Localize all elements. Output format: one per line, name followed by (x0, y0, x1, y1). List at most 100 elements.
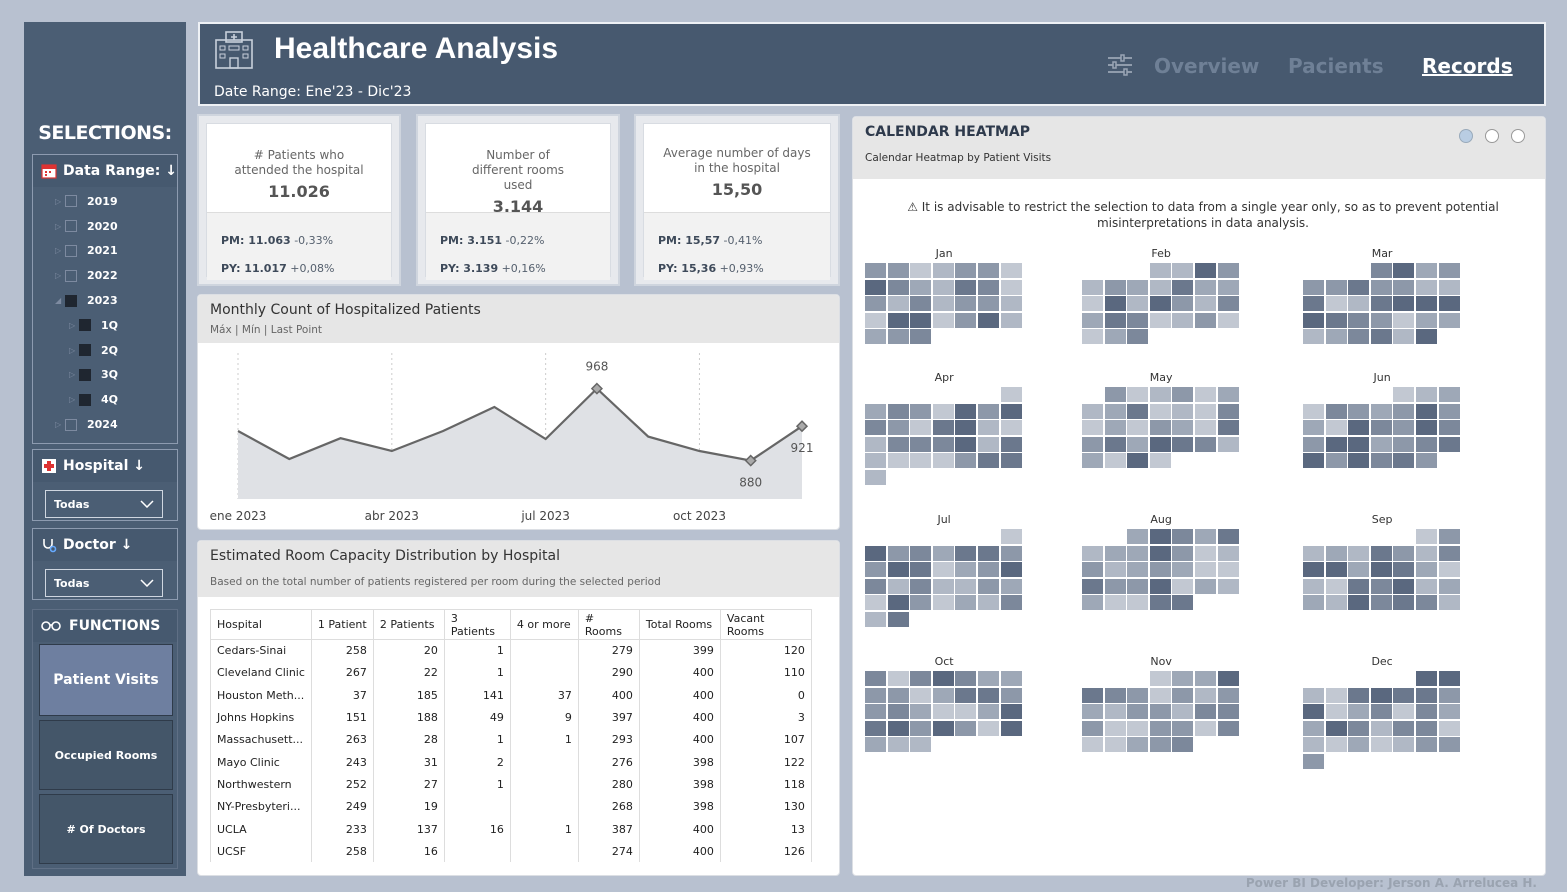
heatmap-day-cell[interactable] (1370, 263, 1392, 279)
heatmap-day-cell[interactable] (865, 562, 887, 578)
heatmap-day-cell[interactable] (978, 562, 1000, 578)
heatmap-day-cell[interactable] (1195, 687, 1217, 703)
heatmap-day-cell[interactable] (1149, 704, 1171, 720)
heatmap-day-cell[interactable] (955, 545, 977, 561)
heatmap-day-cell[interactable] (1438, 704, 1460, 720)
nav-records[interactable]: Records (1422, 54, 1513, 78)
heatmap-day-cell[interactable] (1325, 403, 1347, 419)
heatmap-day-cell[interactable] (1000, 578, 1022, 594)
heatmap-day-cell[interactable] (1416, 595, 1438, 611)
expand-arrow-icon[interactable]: ▷ (69, 395, 76, 405)
heatmap-day-cell[interactable] (955, 595, 977, 611)
heatmap-day-cell[interactable] (1104, 720, 1126, 736)
heatmap-day-cell[interactable] (1000, 387, 1022, 403)
heatmap-day-cell[interactable] (1416, 387, 1438, 403)
heatmap-day-cell[interactable] (1416, 436, 1438, 452)
heatmap-day-cell[interactable] (1303, 436, 1325, 452)
heatmap-day-cell[interactable] (978, 420, 1000, 436)
heatmap-day-cell[interactable] (865, 296, 887, 312)
heatmap-day-cell[interactable] (1104, 296, 1126, 312)
heatmap-day-cell[interactable] (1325, 329, 1347, 345)
heatmap-day-cell[interactable] (932, 595, 954, 611)
heatmap-day-cell[interactable] (1393, 312, 1415, 328)
heatmap-day-cell[interactable] (1438, 595, 1460, 611)
heatmap-day-cell[interactable] (1195, 436, 1217, 452)
heatmap-day-cell[interactable] (910, 296, 932, 312)
heatmap-day-cell[interactable] (1082, 436, 1104, 452)
heatmap-day-cell[interactable] (955, 403, 977, 419)
heatmap-day-cell[interactable] (1303, 453, 1325, 469)
column-header[interactable]: 1 Patient (310, 609, 374, 640)
heatmap-day-cell[interactable] (887, 436, 909, 452)
heatmap-day-cell[interactable] (1082, 737, 1104, 753)
column-header[interactable]: Hospital (210, 609, 312, 640)
heatmap-day-cell[interactable] (1104, 279, 1126, 295)
column-header[interactable]: 2 Patients (372, 609, 445, 640)
heatmap-day-cell[interactable] (910, 420, 932, 436)
heatmap-day-cell[interactable] (910, 329, 932, 345)
heatmap-day-cell[interactable] (1217, 545, 1239, 561)
heatmap-day-cell[interactable] (1104, 312, 1126, 328)
heatmap-day-cell[interactable] (1195, 263, 1217, 279)
date-tree-item[interactable]: ▷ 1Q (33, 313, 177, 338)
date-tree-item[interactable]: ▷ 2020 (33, 214, 177, 239)
heatmap-day-cell[interactable] (932, 312, 954, 328)
heatmap-day-cell[interactable] (1393, 687, 1415, 703)
heatmap-day-cell[interactable] (1438, 263, 1460, 279)
heatmap-day-cell[interactable] (1195, 296, 1217, 312)
heatmap-day-cell[interactable] (1325, 720, 1347, 736)
heatmap-day-cell[interactable] (955, 704, 977, 720)
heatmap-day-cell[interactable] (1348, 403, 1370, 419)
heatmap-day-cell[interactable] (1416, 545, 1438, 561)
heatmap-day-cell[interactable] (1348, 329, 1370, 345)
heatmap-day-cell[interactable] (1195, 420, 1217, 436)
checkbox[interactable] (65, 269, 77, 282)
heatmap-day-cell[interactable] (1000, 436, 1022, 452)
heatmap-day-cell[interactable] (978, 403, 1000, 419)
expand-arrow-icon[interactable]: ▷ (69, 320, 76, 330)
heatmap-day-cell[interactable] (1325, 687, 1347, 703)
heatmap-day-cell[interactable] (1195, 279, 1217, 295)
page-dot-1[interactable] (1459, 129, 1473, 143)
heatmap-day-cell[interactable] (1303, 403, 1325, 419)
expand-arrow-icon[interactable]: ▷ (55, 271, 62, 281)
heatmap-day-cell[interactable] (1217, 578, 1239, 594)
heatmap-day-cell[interactable] (1325, 737, 1347, 753)
heatmap-day-cell[interactable] (932, 578, 954, 594)
heatmap-day-cell[interactable] (932, 671, 954, 687)
heatmap-day-cell[interactable] (1082, 595, 1104, 611)
heatmap-day-cell[interactable] (1172, 387, 1194, 403)
heatmap-day-cell[interactable] (1195, 671, 1217, 687)
heatmap-day-cell[interactable] (1416, 562, 1438, 578)
heatmap-day-cell[interactable] (932, 296, 954, 312)
heatmap-day-cell[interactable] (1348, 312, 1370, 328)
heatmap-day-cell[interactable] (1172, 403, 1194, 419)
column-header[interactable]: 3 Patients (443, 609, 511, 640)
heatmap-day-cell[interactable] (865, 737, 887, 753)
heatmap-day-cell[interactable] (1438, 720, 1460, 736)
heatmap-day-cell[interactable] (1217, 403, 1239, 419)
heatmap-day-cell[interactable] (1217, 436, 1239, 452)
heatmap-day-cell[interactable] (1127, 453, 1149, 469)
heatmap-day-cell[interactable] (865, 687, 887, 703)
heatmap-day-cell[interactable] (1127, 403, 1149, 419)
expand-arrow-icon[interactable]: ▷ (55, 196, 62, 206)
heatmap-day-cell[interactable] (1127, 420, 1149, 436)
heatmap-day-cell[interactable] (932, 704, 954, 720)
heatmap-day-cell[interactable] (1438, 279, 1460, 295)
heatmap-day-cell[interactable] (1127, 578, 1149, 594)
heatmap-day-cell[interactable] (887, 562, 909, 578)
heatmap-day-cell[interactable] (1303, 687, 1325, 703)
heatmap-day-cell[interactable] (1325, 296, 1347, 312)
heatmap-day-cell[interactable] (1438, 436, 1460, 452)
heatmap-day-cell[interactable] (1149, 263, 1171, 279)
heatmap-day-cell[interactable] (1149, 545, 1171, 561)
heatmap-day-cell[interactable] (1149, 279, 1171, 295)
heatmap-day-cell[interactable] (1127, 595, 1149, 611)
heatmap-day-cell[interactable] (1438, 671, 1460, 687)
heatmap-day-cell[interactable] (978, 453, 1000, 469)
heatmap-day-cell[interactable] (955, 578, 977, 594)
heatmap-day-cell[interactable] (1438, 578, 1460, 594)
heatmap-day-cell[interactable] (1127, 562, 1149, 578)
heatmap-day-cell[interactable] (978, 545, 1000, 561)
